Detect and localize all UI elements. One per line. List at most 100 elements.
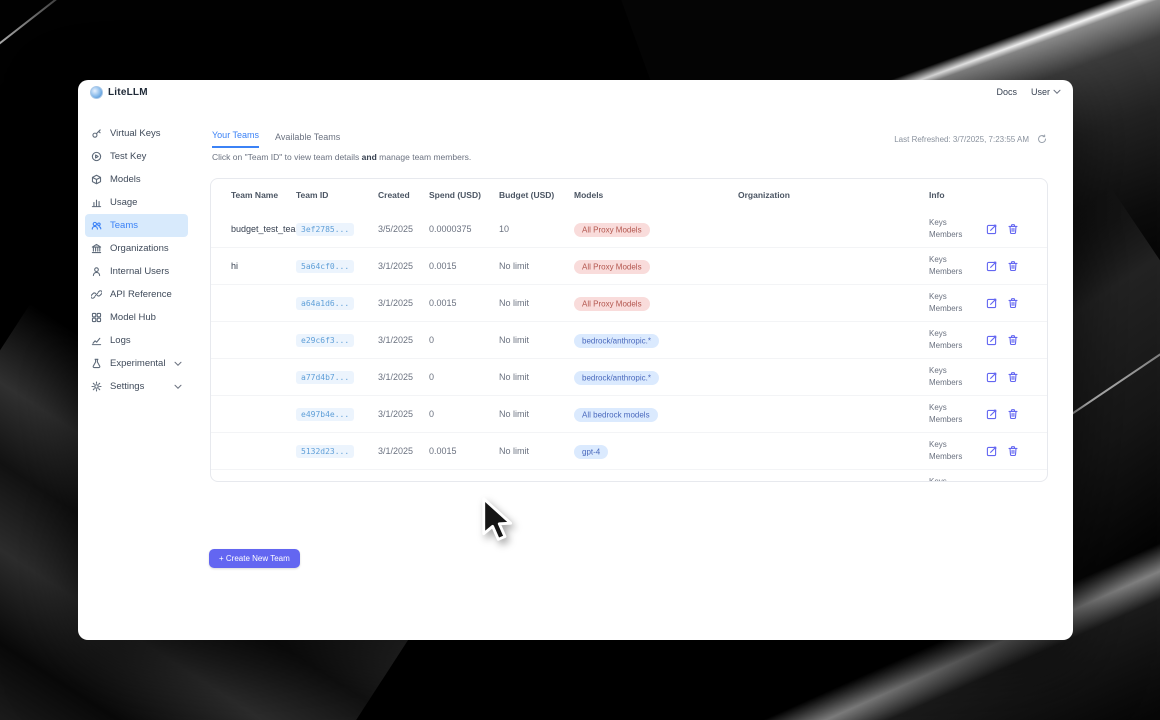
budget-cell: No limit — [499, 261, 530, 271]
cube-icon — [91, 174, 102, 185]
line-chart-icon — [91, 337, 102, 346]
sidebar-item-experimental[interactable]: Experimental — [85, 352, 188, 375]
team-id-link[interactable]: e29c6f3... — [296, 334, 355, 347]
chevron-down-icon — [174, 361, 182, 366]
table-row: e497b4e... 3/1/2025 0 No limit All bedro… — [211, 395, 1047, 432]
spend-cell: 0.0015 — [429, 298, 457, 308]
team-id-link[interactable]: a64a1d6... — [296, 297, 355, 310]
chevron-down-icon — [174, 384, 182, 389]
sidebar-item-models[interactable]: Models — [85, 168, 188, 191]
edit-team-button[interactable] — [986, 408, 998, 420]
tab-available-teams[interactable]: Available Teams — [275, 132, 341, 142]
sidebar-item-usage[interactable]: Usage — [85, 191, 188, 214]
refresh-button[interactable] — [1036, 133, 1048, 145]
docs-link[interactable]: Docs — [996, 87, 1017, 97]
created-cell: 3/1/2025 — [378, 446, 414, 456]
members-link[interactable]: Members — [929, 377, 963, 387]
delete-team-button[interactable] — [1007, 371, 1019, 383]
bar-chart-icon — [91, 199, 102, 208]
members-link[interactable]: Members — [929, 303, 963, 313]
col-header-team-id: Team ID — [296, 190, 329, 200]
table-row: a64a1d6... 3/1/2025 0.0015 No limit All … — [211, 284, 1047, 321]
sidebar-item-test-key[interactable]: Test Key — [85, 145, 188, 168]
members-link[interactable]: Members — [929, 266, 963, 276]
members-link[interactable]: Members — [929, 414, 963, 424]
edit-team-button[interactable] — [986, 260, 998, 272]
sidebar-item-organizations[interactable]: Organizations — [85, 237, 188, 260]
created-cell: 3/1/2025 — [378, 335, 414, 345]
col-header-organization: Organization — [738, 190, 790, 200]
sidebar-item-internal-users[interactable]: Internal Users — [85, 260, 188, 283]
keys-link[interactable]: Keys — [929, 328, 947, 338]
created-cell: 3/1/2025 — [378, 409, 414, 419]
trash-icon — [1008, 224, 1018, 235]
keys-link[interactable]: Keys — [929, 254, 947, 264]
delete-team-button[interactable] — [1007, 334, 1019, 346]
sidebar-item-settings[interactable]: Settings — [85, 375, 188, 398]
delete-team-button[interactable] — [1007, 408, 1019, 420]
models-badge: bedrock/anthropic.* — [574, 333, 659, 348]
edit-team-button[interactable] — [986, 297, 998, 309]
edit-team-button[interactable] — [986, 445, 998, 457]
table-row: 5132d23... 3/1/2025 0.0015 No limit gpt-… — [211, 432, 1047, 469]
delete-team-button[interactable] — [1007, 260, 1019, 272]
top-bar: LiteLLM Docs User — [78, 80, 1073, 104]
grid-icon — [91, 312, 102, 323]
budget-cell: No limit — [499, 298, 530, 308]
edit-team-button[interactable] — [986, 334, 998, 346]
tab-your-teams[interactable]: Your Teams — [212, 130, 260, 148]
keys-link[interactable]: Keys — [929, 402, 947, 412]
members-link[interactable]: Members — [929, 451, 963, 461]
keys-link[interactable]: Keys — [929, 217, 947, 227]
user-menu[interactable]: User — [1031, 87, 1061, 97]
chevron-down-icon — [1053, 89, 1061, 95]
table-row: a77d4b7... 3/1/2025 0 No limit bedrock/a… — [211, 358, 1047, 395]
models-badge: All Proxy Models — [574, 259, 650, 274]
keys-link[interactable]: Keys — [929, 291, 947, 301]
teams-table: Team Name Team ID Created Spend (USD) Bu… — [210, 178, 1048, 482]
page-description: Click on "Team ID" to view team details … — [212, 152, 472, 162]
sidebar-item-model-hub[interactable]: Model Hub — [85, 306, 188, 329]
budget-cell: No limit — [499, 446, 530, 456]
litellm-logo-icon — [90, 85, 103, 99]
team-name-cell: hi — [231, 261, 239, 271]
members-link[interactable]: Members — [929, 229, 963, 239]
keys-link[interactable]: Keys — [929, 439, 947, 449]
models-badge: All bedrock models — [574, 407, 658, 422]
team-id-link[interactable]: a77d4b7... — [296, 371, 355, 384]
budget-cell: 10 — [499, 224, 510, 234]
sidebar-item-logs[interactable]: Logs — [85, 329, 188, 352]
gear-icon — [91, 381, 102, 392]
table-row: budget_test_team 3ef2785... 3/5/2025 0.0… — [211, 211, 1047, 247]
delete-team-button[interactable] — [1007, 445, 1019, 457]
sidebar-item-virtual-keys[interactable]: Virtual Keys — [85, 122, 188, 145]
teams-tab-bar: Your Teams Available Teams — [212, 130, 340, 148]
budget-cell: No limit — [499, 335, 530, 345]
created-cell: 3/1/2025 — [378, 298, 414, 308]
col-header-models: Models — [574, 190, 604, 200]
sidebar-item-teams[interactable]: Teams — [85, 214, 188, 237]
members-link[interactable]: Members — [929, 340, 963, 350]
sidebar-item-api-reference[interactable]: API Reference — [85, 283, 188, 306]
keys-link[interactable]: Keys — [929, 365, 947, 375]
team-id-link[interactable]: e497b4e... — [296, 408, 355, 421]
background-highlight-line-top-left — [0, 0, 92, 59]
edit-team-button[interactable] — [986, 371, 998, 383]
models-badge: All Proxy Models — [574, 222, 650, 237]
team-id-link[interactable]: 5a64cf0... — [296, 260, 355, 273]
keys-link[interactable]: Keys — [929, 476, 947, 482]
trash-icon — [1008, 298, 1018, 309]
key-icon — [92, 129, 101, 138]
col-header-created: Created — [378, 190, 410, 200]
team-id-link[interactable]: 3ef2785... — [296, 223, 355, 236]
team-id-link[interactable]: 5132d23... — [296, 445, 355, 458]
delete-team-button[interactable] — [1007, 297, 1019, 309]
link-icon — [91, 290, 102, 299]
col-header-team-name: Team Name — [231, 190, 279, 200]
create-new-team-button[interactable]: + Create New Team — [209, 549, 300, 568]
edit-icon — [986, 409, 997, 420]
models-badge: bedrock/anthropic.* — [574, 370, 659, 385]
edit-team-button[interactable] — [986, 223, 998, 235]
delete-team-button[interactable] — [1007, 223, 1019, 235]
